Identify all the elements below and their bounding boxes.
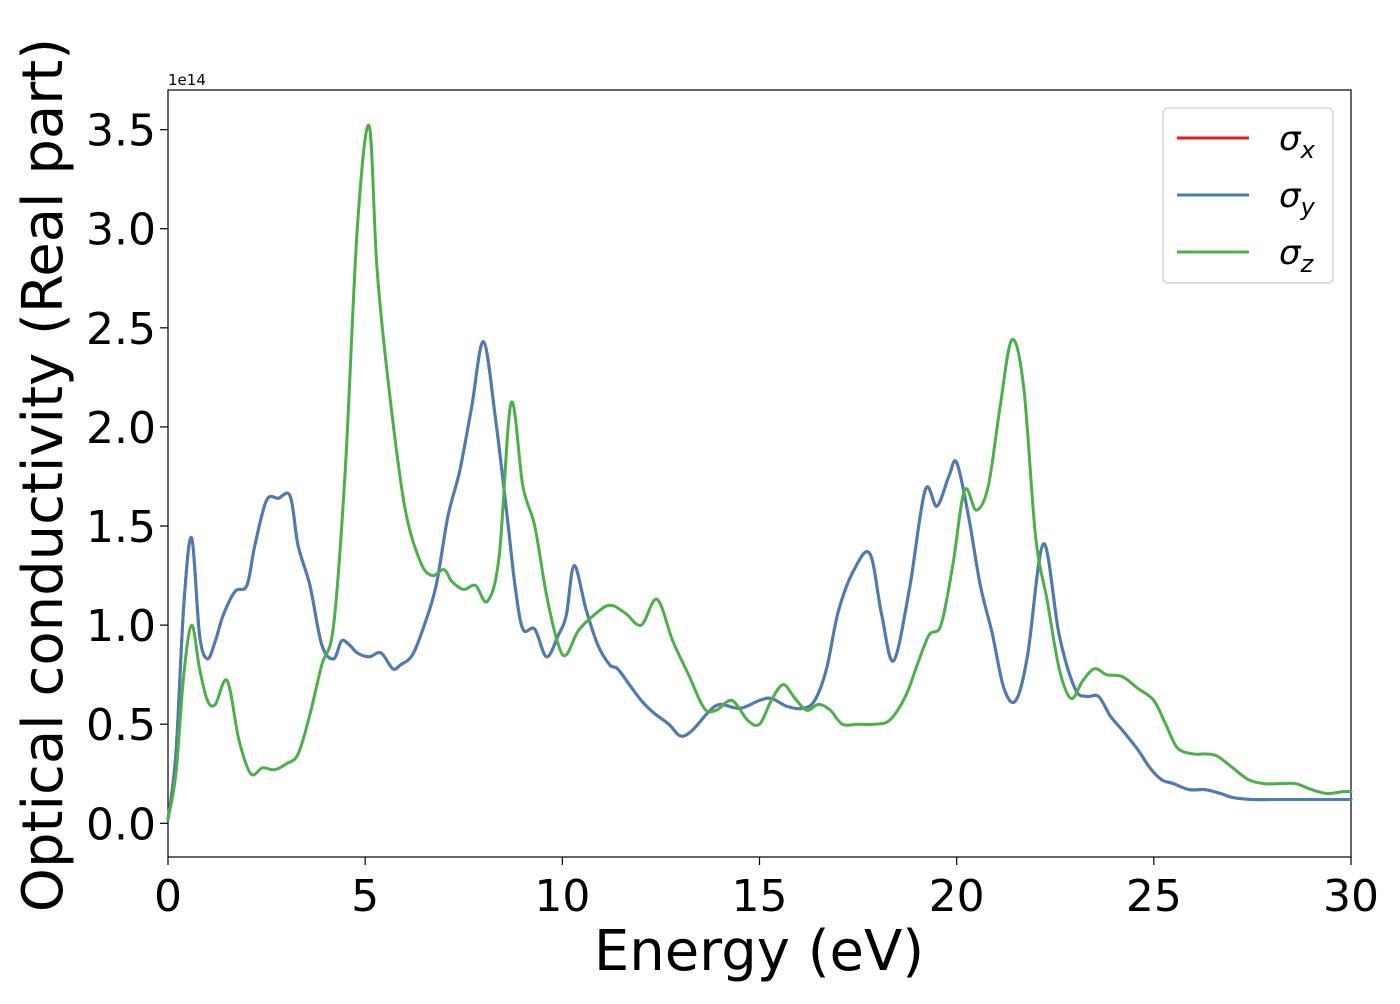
y-tick-label: 0.0 xyxy=(86,799,156,850)
series-line-x xyxy=(166,340,1353,821)
y-tick-label: 3.5 xyxy=(86,106,156,157)
y-tick-label: 1.0 xyxy=(86,601,156,652)
y-tick-label: 2.0 xyxy=(86,403,156,454)
x-tick-label: 30 xyxy=(1323,871,1379,922)
y-tick-label: 1.5 xyxy=(86,502,156,553)
y-axis: 0.0 0.5 1.0 1.5 2.0 2.5 3.0 3.5 xyxy=(86,106,168,850)
x-tick-label: 0 xyxy=(154,871,182,922)
legend-label-z: σz xyxy=(1279,233,1315,278)
series-line-y xyxy=(166,340,1353,821)
series-layer xyxy=(166,123,1353,821)
legend: σx σy σz xyxy=(1162,107,1334,284)
y-tick-label: 0.5 xyxy=(86,700,156,751)
x-axis: 0 5 10 15 20 25 30 xyxy=(154,857,1379,922)
y-offset-text: 1e14 xyxy=(168,71,206,89)
x-tick-label: 5 xyxy=(351,871,379,922)
y-axis-title: Optical conductivity (Real part) xyxy=(11,38,76,912)
legend-label-y: σy xyxy=(1279,176,1316,221)
series-line-z xyxy=(166,123,1353,821)
x-tick-label: 15 xyxy=(732,871,788,922)
y-tick-label: 3.0 xyxy=(86,205,156,256)
legend-label-x: σx xyxy=(1279,119,1316,164)
x-tick-label: 20 xyxy=(929,871,985,922)
x-axis-title: Energy (eV) xyxy=(594,919,924,984)
x-tick-label: 25 xyxy=(1126,871,1182,922)
x-tick-label: 10 xyxy=(534,871,590,922)
y-tick-label: 2.5 xyxy=(86,304,156,355)
